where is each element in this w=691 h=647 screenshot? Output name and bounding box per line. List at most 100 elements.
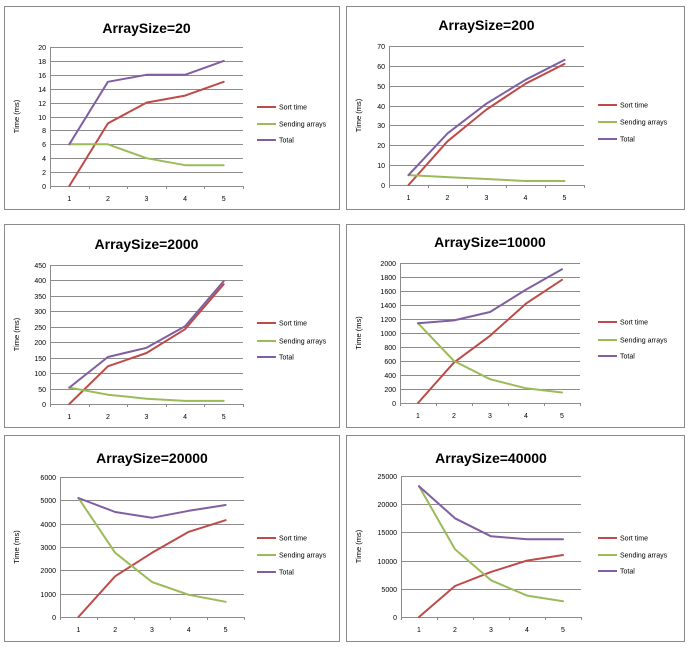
- y-tick-label: 60: [377, 64, 385, 71]
- x-tick-label: 5: [222, 196, 226, 203]
- y-tick-label: 50: [377, 84, 385, 91]
- y-tick-label: 800: [384, 345, 396, 352]
- y-tick-label: 10: [377, 163, 385, 170]
- y-tick-label: 20: [377, 143, 385, 150]
- x-tick-label: 4: [525, 627, 529, 634]
- legend-label-sort-time: Sort time: [279, 321, 307, 328]
- chart-panel: ArraySize=2000 0 50 100 150 200 250 300 350 400 45…: [4, 224, 340, 428]
- y-tick-label: 25000: [378, 474, 398, 481]
- y-tick-label: 1800: [380, 275, 396, 282]
- x-tick-label: 3: [145, 414, 149, 421]
- y-tick-label: 30: [377, 123, 385, 130]
- legend-label-sort-time: Sort time: [620, 103, 648, 110]
- legend-label-sending-arrays: Sending arrays: [620, 120, 668, 127]
- x-tick-label: 4: [524, 413, 528, 420]
- chart-svg: ArraySize=10000 0 200 400 600 800 1000 1200 1400…: [354, 234, 668, 420]
- series-line-total: [417, 268, 563, 325]
- legend-label-total: Total: [279, 355, 294, 362]
- chart-panel: ArraySize=10000 0 200 400 600 800 1000 1200 1400…: [346, 224, 685, 428]
- y-tick-label: 70: [377, 44, 385, 51]
- y-tick-label: 0: [42, 184, 46, 191]
- chart-title: ArraySize=20: [102, 20, 191, 36]
- y-tick-label: 0: [393, 615, 397, 622]
- legend-label-sending-arrays: Sending arrays: [620, 553, 668, 560]
- x-tick-label: 5: [222, 414, 226, 421]
- y-tick-label: 1400: [380, 303, 396, 310]
- y-tick-label: 5000: [40, 498, 56, 505]
- y-tick-label: 0: [381, 183, 385, 190]
- legend-label-sending-arrays: Sending arrays: [279, 553, 327, 560]
- y-tick-label: 6000: [40, 475, 56, 482]
- y-tick-label: 0: [392, 401, 396, 408]
- chart-svg: ArraySize=200 0 10 20 30 40 50 60 70 1 2 3 4 5 Time (m…: [354, 17, 668, 202]
- x-tick-label: 5: [224, 627, 228, 634]
- y-tick-label: 200: [34, 340, 46, 347]
- series-line-sort-time: [77, 519, 227, 618]
- y-tick-label: 10000: [378, 559, 398, 566]
- chart-panel: ArraySize=20000 0 1000 2000 3000 4000 5000 6000…: [4, 435, 340, 642]
- legend-label-total: Total: [620, 354, 635, 361]
- legend-label-sort-time: Sort time: [279, 536, 307, 543]
- y-tick-label: 350: [34, 294, 46, 301]
- chart-panel: ArraySize=20 0 2 4 6 8 10 12 14 16 18 20 1 2 3 4 5 Time (…: [4, 6, 340, 210]
- x-tick-label: 1: [67, 196, 71, 203]
- legend-label-total: Total: [279, 138, 294, 145]
- legend-label-total: Total: [620, 569, 635, 576]
- y-tick-label: 300: [34, 309, 46, 316]
- chart-svg: ArraySize=200005010015020025030035040045…: [12, 236, 327, 421]
- y-tick-label: 4000: [40, 522, 56, 529]
- y-tick-label: 50: [38, 387, 46, 394]
- series-line-sending-arrays: [77, 497, 227, 603]
- legend-label-sort-time: Sort time: [620, 320, 648, 327]
- y-tick-label: 12: [38, 101, 46, 108]
- y-tick-label: 2: [42, 170, 46, 177]
- y-tick-label: 1200: [380, 317, 396, 324]
- y-tick-label: 18: [38, 59, 46, 66]
- x-tick-label: 5: [563, 195, 567, 202]
- x-tick-label: 3: [488, 413, 492, 420]
- series-line-total: [407, 58, 566, 177]
- chart-svg: ArraySize=40000 0 5000 10000 15000 20000 25000…: [354, 450, 668, 634]
- y-tick-label: 0: [52, 615, 56, 622]
- x-tick-label: 2: [452, 413, 456, 420]
- series-line-total: [77, 497, 227, 519]
- x-tick-label: 2: [453, 627, 457, 634]
- y-tick-label: 16: [38, 73, 46, 80]
- legend-label-sort-time: Sort time: [620, 536, 648, 543]
- x-tick-label: 1: [416, 413, 420, 420]
- legend-label-total: Total: [279, 570, 294, 577]
- chart-title: ArraySize=2000: [95, 236, 199, 252]
- y-tick-label: 10: [38, 115, 46, 122]
- y-tick-label: 5000: [381, 587, 397, 594]
- x-tick-label: 2: [106, 414, 110, 421]
- chart-title: ArraySize=10000: [434, 234, 546, 250]
- y-tick-label: 100: [34, 371, 46, 378]
- y-tick-label: 2000: [40, 568, 56, 575]
- y-tick-label: 20000: [378, 502, 398, 509]
- y-tick-label: 2000: [380, 261, 396, 268]
- y-tick-label: 15000: [378, 530, 398, 537]
- chart-svg: ArraySize=20000 0 1000 2000 3000 4000 5000 6000…: [12, 450, 327, 634]
- series-line-total: [418, 485, 564, 541]
- y-axis-title: Time (ms): [354, 529, 363, 563]
- x-tick-label: 1: [76, 627, 80, 634]
- y-tick-label: 20: [38, 45, 46, 52]
- y-tick-label: 600: [384, 359, 396, 366]
- series-line-sending-arrays: [417, 322, 563, 394]
- chart-title: ArraySize=20000: [96, 450, 208, 466]
- series-line-total: [68, 280, 225, 389]
- x-tick-label: 1: [417, 627, 421, 634]
- x-tick-label: 3: [485, 195, 489, 202]
- series-line-sort-time: [68, 283, 225, 405]
- y-tick-label: 14: [38, 87, 46, 94]
- y-tick-label: 400: [384, 373, 396, 380]
- y-tick-label: 3000: [40, 545, 56, 552]
- x-tick-label: 1: [407, 195, 411, 202]
- x-tick-label: 5: [560, 413, 564, 420]
- series-line-sort-time: [417, 278, 563, 404]
- series-line-sending-arrays: [68, 143, 225, 167]
- x-tick-label: 2: [113, 627, 117, 634]
- series-line-total: [68, 59, 225, 146]
- chart-panel: ArraySize=40000 0 5000 10000 15000 20000 25000…: [346, 435, 685, 642]
- series-line-sort-time: [407, 62, 566, 186]
